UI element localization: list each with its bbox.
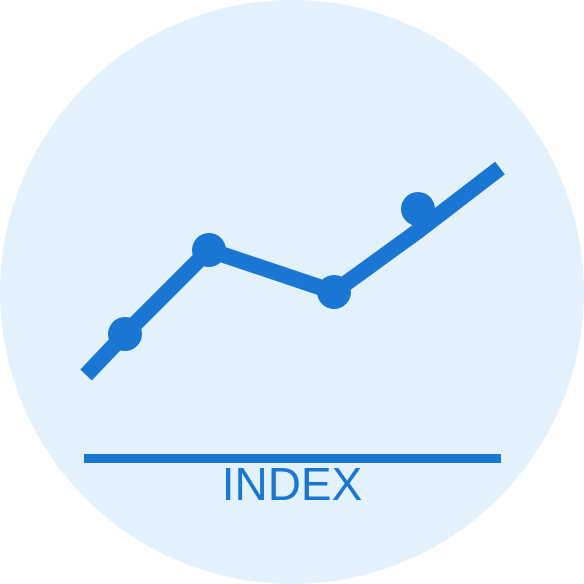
baseline [84,454,501,463]
trend-point-4 [401,192,435,226]
index-caption: INDEX [222,458,363,510]
trend-point-2 [192,233,226,267]
trend-point-3 [317,275,351,309]
trend-point-1 [108,317,142,351]
